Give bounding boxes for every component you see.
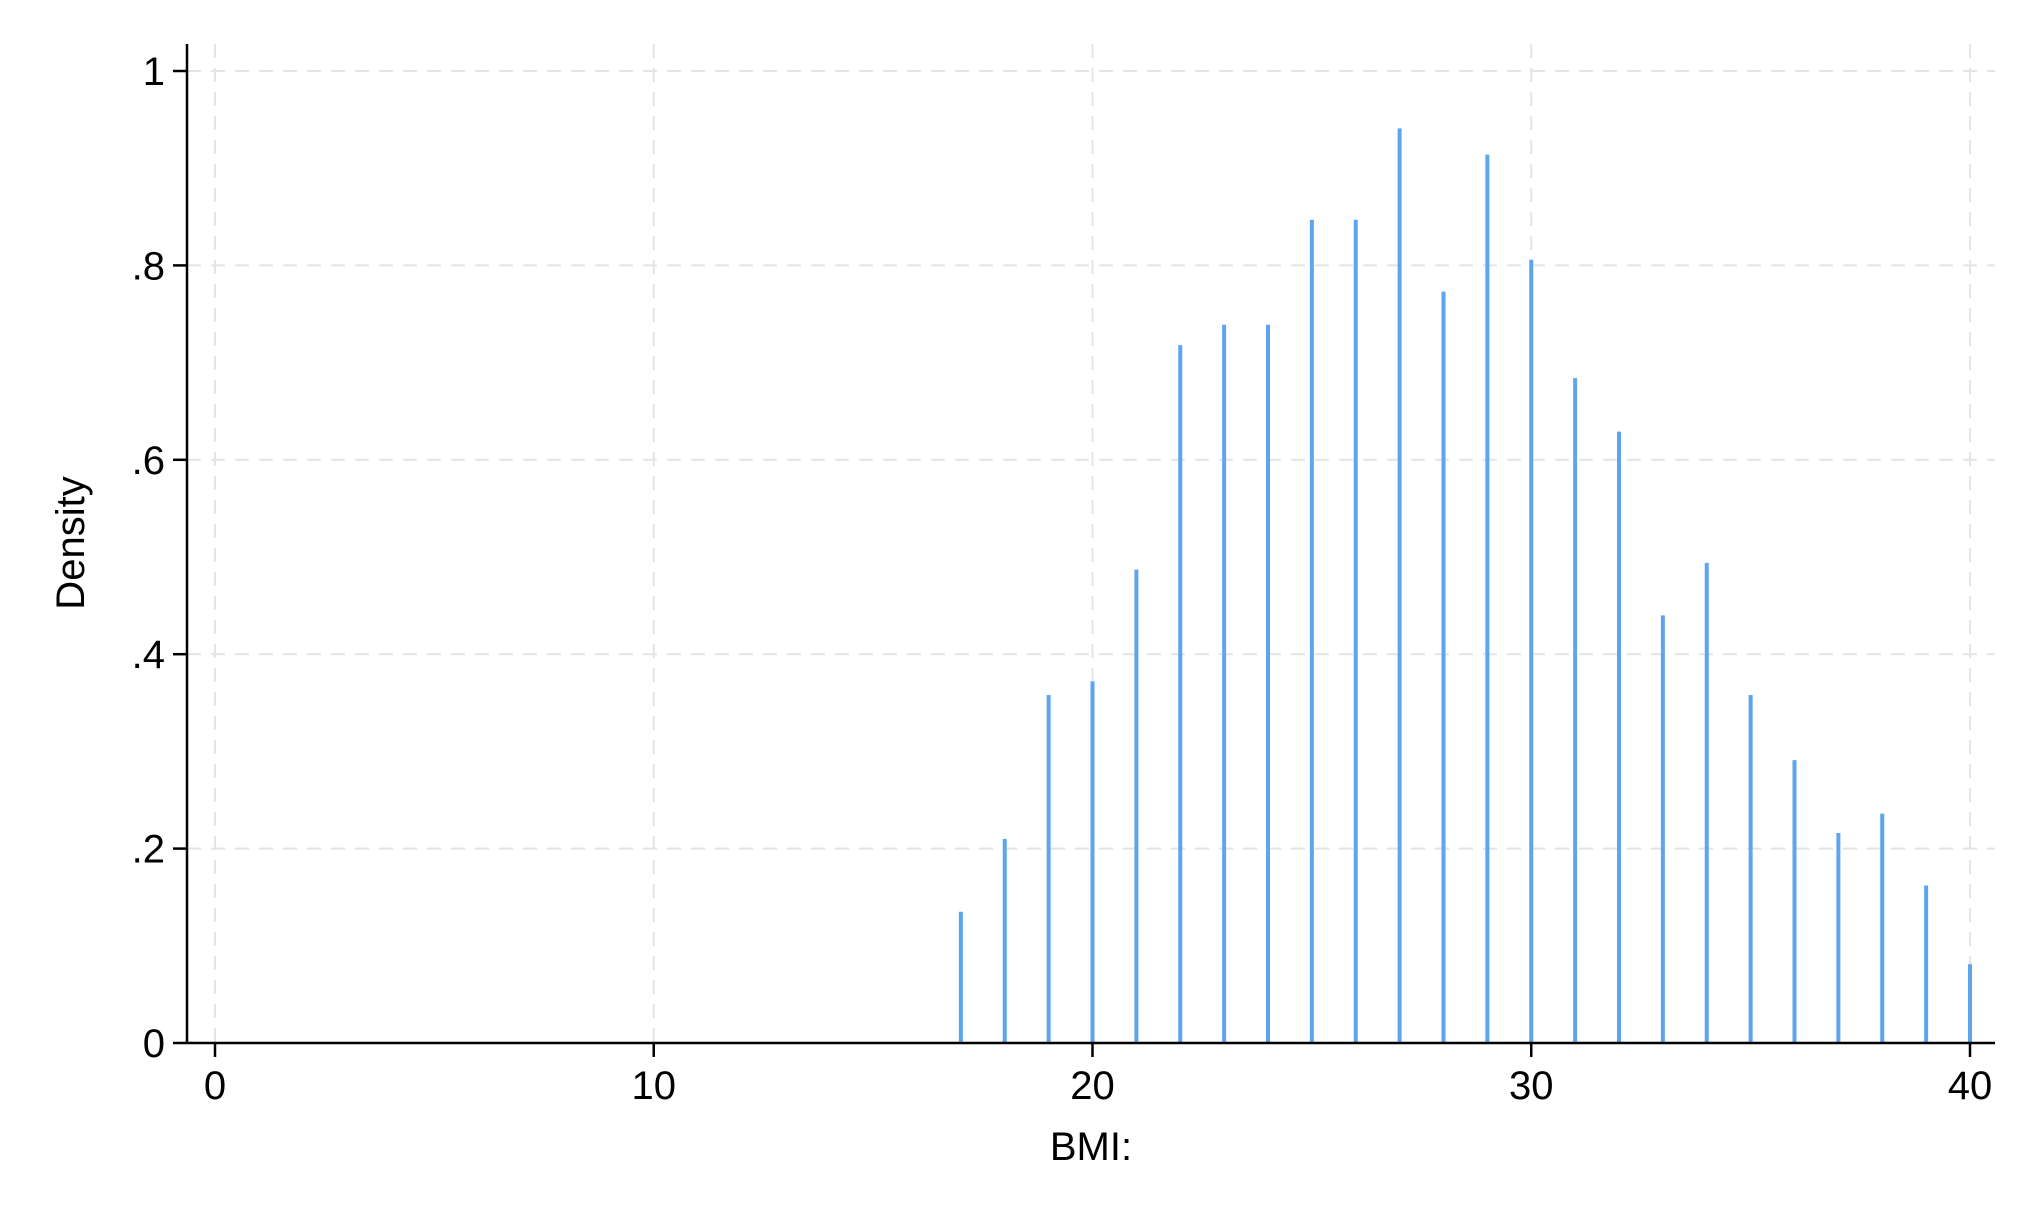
- y-tick-label: .4: [132, 633, 165, 677]
- x-tick-label: 40: [1948, 1064, 1993, 1108]
- x-tick-label: 0: [204, 1064, 226, 1108]
- y-tick-label: 0: [143, 1022, 165, 1066]
- y-tick-label: .8: [132, 244, 165, 288]
- x-tick-label: 30: [1509, 1064, 1554, 1108]
- y-axis-title: Density: [49, 476, 93, 609]
- x-axis-title: BMI:: [1050, 1125, 1132, 1169]
- grid-lines: [187, 44, 1995, 1043]
- x-tick-label: 10: [632, 1064, 677, 1108]
- ticks: 0.2.4.6.810 10 20 30 40: [132, 50, 1993, 1108]
- y-tick-label: .2: [132, 828, 165, 872]
- y-tick-label: 1: [143, 50, 165, 94]
- y-tick-label: .6: [132, 439, 165, 483]
- spikes: [958, 128, 1972, 1043]
- x-tick-label: 20: [1070, 1064, 1115, 1108]
- axes: [185, 44, 1995, 1045]
